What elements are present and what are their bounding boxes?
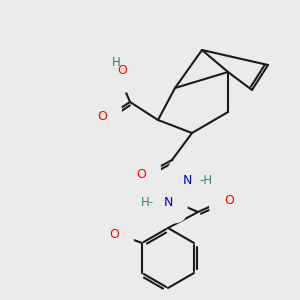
Text: H: H (112, 56, 120, 68)
Text: O: O (117, 64, 127, 77)
Text: O: O (136, 167, 146, 181)
Text: H-: H- (141, 196, 154, 208)
Text: -H: -H (199, 173, 212, 187)
Text: N: N (163, 196, 173, 208)
Text: O: O (109, 227, 119, 241)
Text: O: O (97, 110, 107, 124)
Text: O: O (224, 194, 234, 206)
Text: N: N (182, 173, 192, 187)
